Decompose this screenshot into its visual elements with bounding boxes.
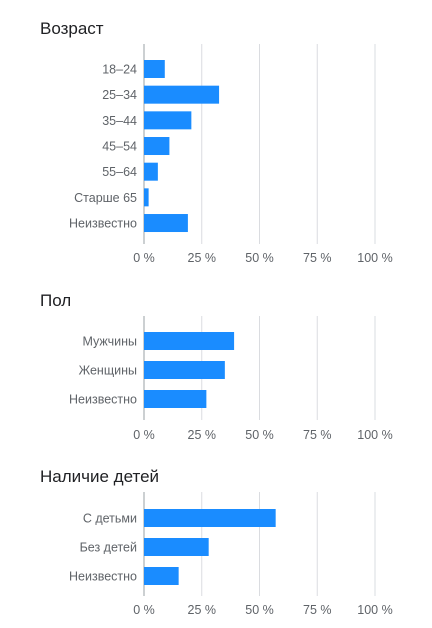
age-bar [144, 214, 188, 233]
children-bar [144, 509, 276, 527]
age-category-label: 35–44 [102, 114, 137, 128]
children-bar [144, 567, 179, 585]
age-category-label: 18–24 [102, 63, 137, 77]
chart-title-children: Наличие детей [40, 467, 160, 486]
chart-title-age: Возраст [40, 19, 104, 38]
age-category-label: Старше 65 [74, 191, 137, 205]
children-x-tick-label: 50 % [245, 603, 274, 617]
age-bar [144, 188, 149, 207]
gender-x-tick-label: 25 % [188, 428, 217, 442]
age-category-label: Неизвестно [69, 217, 137, 231]
age-category-label: 25–34 [102, 88, 137, 102]
gender-x-tick-label: 50 % [245, 428, 274, 442]
gender-x-tick-label: 75 % [303, 428, 332, 442]
age-bar [144, 162, 158, 181]
age-category-label: 45–54 [102, 140, 137, 154]
age-bar [144, 85, 220, 104]
age-bar [144, 111, 192, 130]
gender-category-label: Женщины [79, 364, 137, 378]
age-bar [144, 137, 170, 156]
age-x-tick-label: 100 % [357, 251, 392, 265]
age-x-tick-label: 25 % [188, 251, 217, 265]
age-x-tick-label: 75 % [303, 251, 332, 265]
age-x-tick-label: 0 % [133, 251, 155, 265]
children-category-label: Без детей [80, 541, 137, 555]
gender-bar [144, 332, 235, 350]
gender-bar [144, 390, 207, 408]
gender-x-tick-label: 0 % [133, 428, 155, 442]
age-x-tick-label: 50 % [245, 251, 274, 265]
gender-category-label: Неизвестно [69, 393, 137, 407]
children-x-tick-label: 25 % [188, 603, 217, 617]
children-category-label: Неизвестно [69, 570, 137, 584]
children-bar [144, 538, 209, 556]
children-x-tick-label: 75 % [303, 603, 332, 617]
children-x-tick-label: 0 % [133, 603, 155, 617]
chart-title-gender: Пол [40, 291, 72, 310]
children-x-tick-label: 100 % [357, 603, 392, 617]
gender-bar [144, 361, 225, 379]
children-category-label: С детьми [83, 512, 137, 526]
age-bar [144, 60, 165, 78]
age-category-label: 55–64 [102, 165, 137, 179]
gender-x-tick-label: 100 % [357, 428, 392, 442]
gender-category-label: Мужчины [82, 335, 137, 349]
